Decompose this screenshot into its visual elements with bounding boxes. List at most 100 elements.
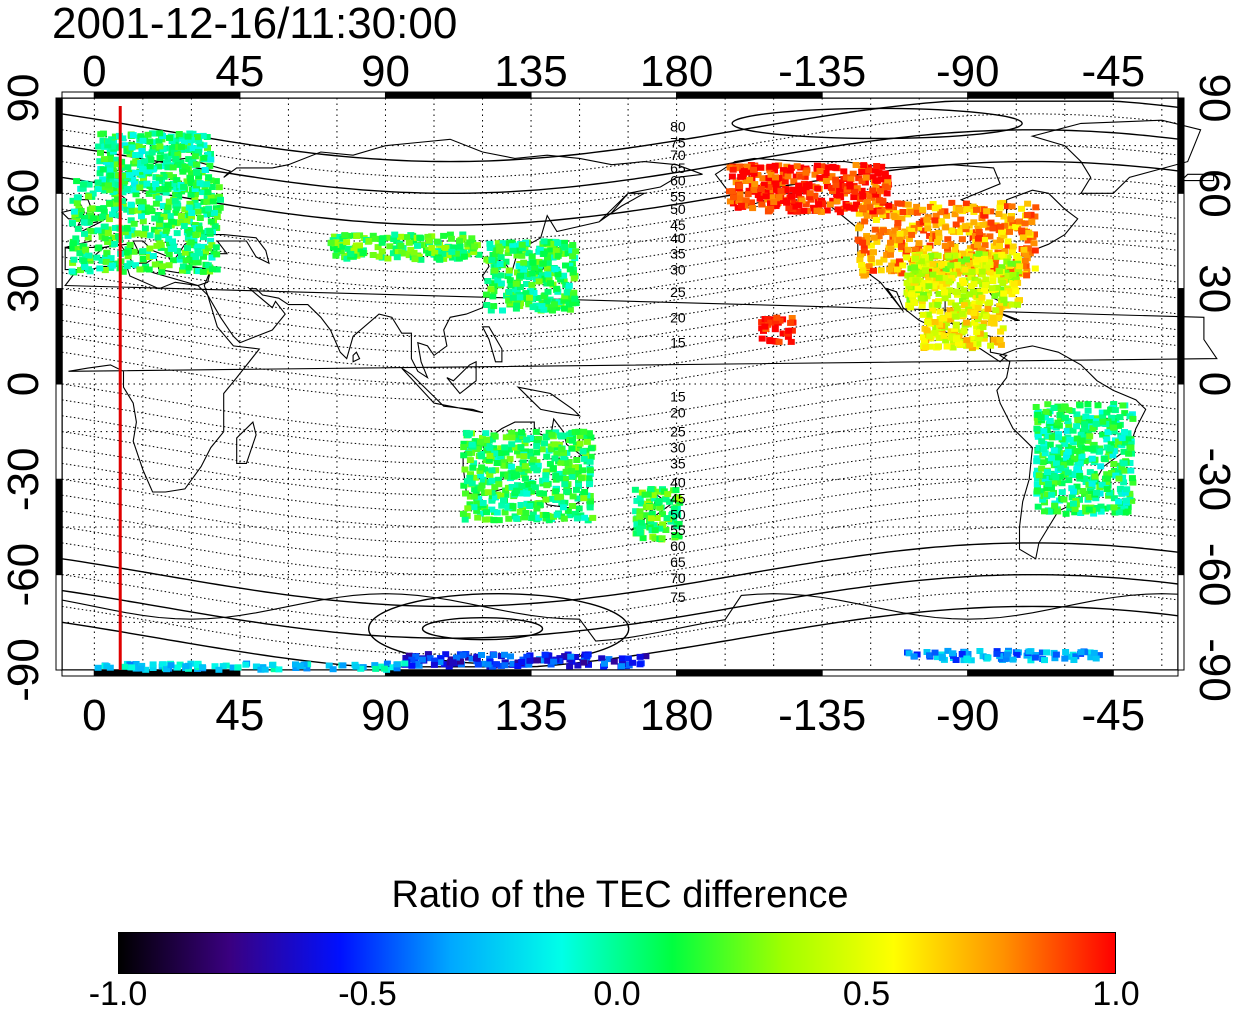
tec-point (631, 486, 639, 493)
tec-point (989, 314, 997, 321)
geomagnetic-contours (61, 100, 1179, 668)
colorbar-tick-label: 1.0 (1092, 975, 1140, 1013)
tec-point (108, 140, 116, 147)
tec-point (1110, 401, 1118, 407)
tec-point (502, 491, 510, 498)
tec-point (513, 252, 521, 259)
tec-point (401, 660, 409, 667)
tec-point (1065, 422, 1073, 429)
tec-point (1000, 232, 1008, 239)
tec-point (908, 291, 916, 298)
tec-point (1043, 485, 1051, 492)
north-pole-oval (731, 107, 1023, 140)
tec-point (1092, 495, 1100, 502)
tec-point (94, 664, 102, 671)
tec-point (104, 142, 112, 149)
tec-point (870, 267, 877, 274)
tec-point (554, 252, 562, 259)
indonesia-coast (401, 367, 483, 414)
tec-point (948, 199, 956, 206)
tec-point (1118, 435, 1126, 442)
tec-point (894, 220, 902, 226)
tec-point (380, 665, 388, 672)
tec-point (106, 167, 114, 174)
tec-point (163, 666, 170, 673)
tec-point (610, 658, 618, 665)
tec-point (990, 320, 998, 327)
tec-point (141, 158, 149, 165)
tec-point (73, 178, 81, 185)
tec-point (444, 252, 452, 259)
tec-point (1054, 419, 1062, 426)
tec-point (788, 193, 795, 200)
tec-point (919, 262, 927, 269)
tec-point (1004, 254, 1012, 261)
tec-point (1111, 407, 1119, 414)
tec-point (168, 218, 176, 225)
tec-point (103, 663, 111, 670)
tec-point (541, 651, 549, 658)
tec-point (533, 505, 541, 512)
tec-point (1055, 434, 1062, 441)
tec-point (1033, 425, 1041, 432)
tec-point (960, 302, 968, 309)
tec-point (488, 280, 496, 287)
tec-point (343, 239, 351, 246)
tec-point (572, 248, 580, 255)
tec-point (516, 508, 524, 515)
tec-point (904, 201, 912, 208)
tec-point (1110, 428, 1118, 435)
tec-point (937, 218, 945, 225)
tec-point (1009, 219, 1017, 226)
tec-point (952, 657, 960, 663)
tec-point (124, 253, 132, 260)
tec-point (136, 266, 144, 273)
tec-point (486, 471, 494, 478)
tec-point (1077, 431, 1085, 438)
tec-point (108, 262, 116, 269)
tec-point (529, 259, 537, 266)
tec-point (203, 134, 211, 140)
antarctica-coast (61, 593, 1179, 642)
left-edge-bar (55, 288, 63, 385)
tec-point (186, 200, 194, 207)
tec-point (895, 237, 903, 244)
tec-point (1119, 402, 1127, 409)
tec-point (145, 151, 152, 158)
tec-point (213, 213, 221, 220)
tec-point (488, 506, 496, 513)
tec-point (736, 183, 744, 190)
tec-point (675, 533, 683, 540)
tec-point (1015, 268, 1022, 275)
tec-point (470, 249, 478, 256)
tec-point (1071, 509, 1079, 516)
tec-point (97, 149, 104, 156)
tec-point (518, 659, 526, 665)
tec-point (560, 250, 568, 257)
tec-point (903, 280, 911, 286)
tec-point (1034, 475, 1041, 482)
tec-point (180, 223, 188, 229)
tec-point (581, 514, 589, 521)
tec-point (1031, 231, 1038, 238)
tec-point (1033, 458, 1041, 465)
tec-point (204, 262, 212, 269)
tec-point (1033, 467, 1041, 474)
tec-point (303, 665, 311, 672)
tec-point (941, 289, 948, 296)
tec-point (103, 250, 111, 257)
tec-point (772, 181, 780, 188)
tec-point (94, 227, 102, 234)
tec-point (377, 663, 384, 670)
tec-point (519, 459, 527, 466)
tec-point (795, 192, 803, 199)
tec-point (956, 282, 964, 289)
tec-point (996, 336, 1004, 343)
tec-point (398, 249, 406, 256)
tec-point (664, 491, 672, 498)
tec-point (865, 167, 872, 174)
tec-point (636, 529, 644, 536)
tec-point (859, 267, 867, 274)
tec-point (69, 220, 76, 227)
tec-point (1128, 475, 1136, 482)
